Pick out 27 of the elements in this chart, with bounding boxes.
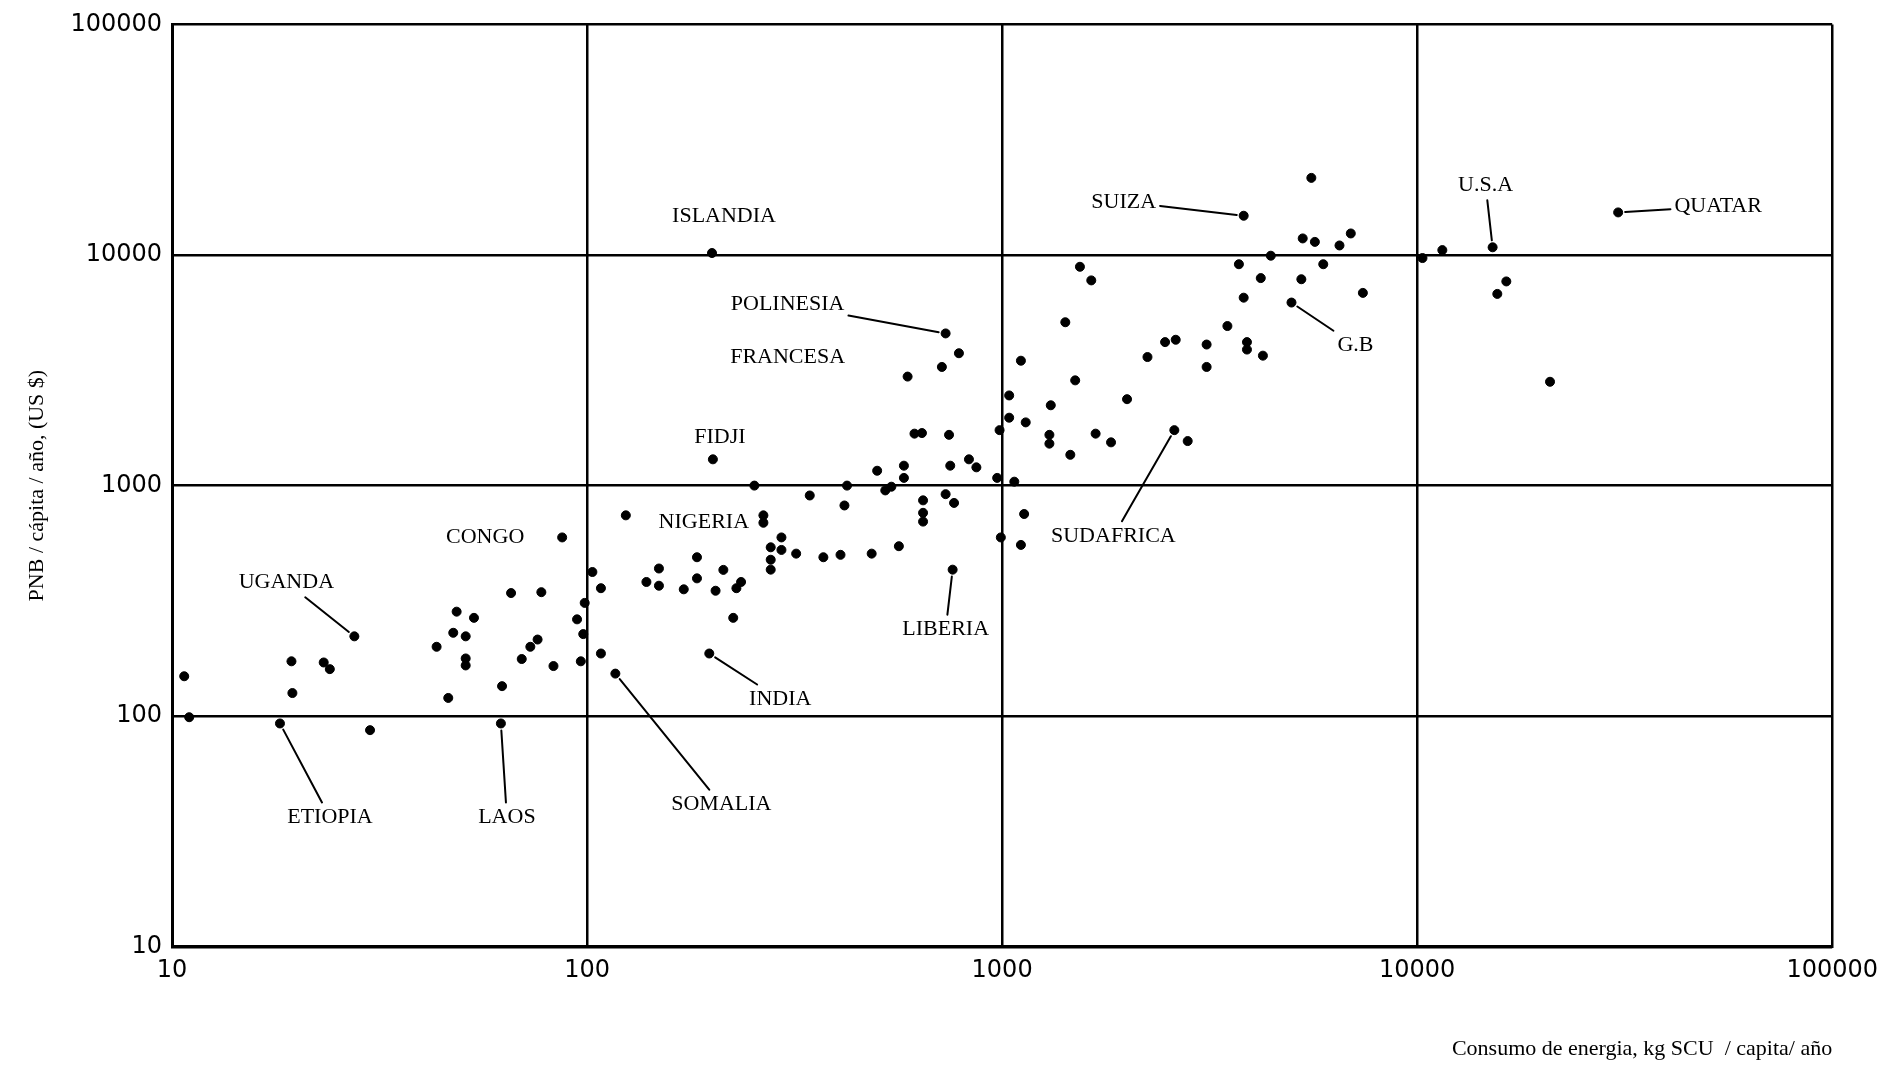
- y-tick-label: 100000: [70, 8, 163, 37]
- annotation: ETIOPIA: [287, 803, 373, 829]
- x-tick-label: 10000: [1378, 955, 1456, 984]
- y-axis-title: PNB / cápita / año, (US $): [22, 369, 48, 602]
- x-tick-label: 100: [564, 955, 610, 984]
- annotation: ISLANDIA: [672, 201, 777, 227]
- annotation: SOMALIA: [671, 790, 772, 816]
- x-axis-title: Consumo de energia, kg SCU / capita/ año: [1451, 1034, 1833, 1060]
- annotation: U.S.A: [1458, 171, 1514, 197]
- y-tick-label: 100: [116, 700, 163, 729]
- annotation: UGANDA: [238, 568, 335, 594]
- x-tick-label: 100000: [1786, 955, 1878, 984]
- annotation: LAOS: [478, 803, 536, 829]
- annotation: G.B: [1337, 331, 1374, 357]
- y-tick-label: 1000: [100, 469, 163, 498]
- annotation: INDIA: [749, 685, 812, 711]
- annotation: NIGERIA: [658, 508, 750, 534]
- annotation: FIDJI: [694, 423, 746, 449]
- x-tick-label: 1000: [971, 955, 1033, 984]
- annotation: CONGO: [446, 523, 525, 549]
- y-tick-label: 10000: [85, 239, 163, 268]
- annotation: FRANCESA: [730, 343, 846, 369]
- annotation: QUATAR: [1674, 192, 1763, 218]
- annotation: LIBERIA: [902, 615, 990, 641]
- annotation: POLINESIA: [730, 290, 845, 316]
- annotation: SUIZA: [1091, 187, 1157, 213]
- annotation: SUDAFRICA: [1050, 521, 1176, 547]
